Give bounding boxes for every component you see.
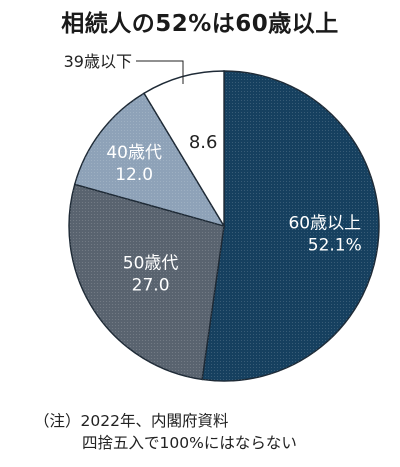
slice-value-2: 12.0 <box>115 165 153 185</box>
pie-slice-texture-1 <box>68 184 224 380</box>
slice-label-1: 50歳代 <box>123 254 179 274</box>
pie-slice-texture-2 <box>74 93 224 226</box>
footnote-line-2: 四捨五入で100%にはならない <box>82 434 297 452</box>
footnote-line-1: （注）2022年、内閣府資料 <box>34 412 229 430</box>
slice-label-3: 39歳以下 <box>64 52 132 71</box>
leader-line <box>136 60 184 84</box>
slice-value-0: 52.1% <box>308 236 362 256</box>
slice-value-1: 27.0 <box>132 276 170 296</box>
chart-title: 相続人の52%は60歳以上 <box>61 11 339 37</box>
pie-slice-texture-0 <box>202 70 380 382</box>
slice-value-3: 8.6 <box>189 132 218 153</box>
footnote: （注）2022年、内閣府資料 四捨五入で100%にはならない <box>34 410 297 454</box>
slice-label-2: 40歳代 <box>106 143 162 163</box>
slice-label-0: 60歳以上 <box>288 214 361 234</box>
